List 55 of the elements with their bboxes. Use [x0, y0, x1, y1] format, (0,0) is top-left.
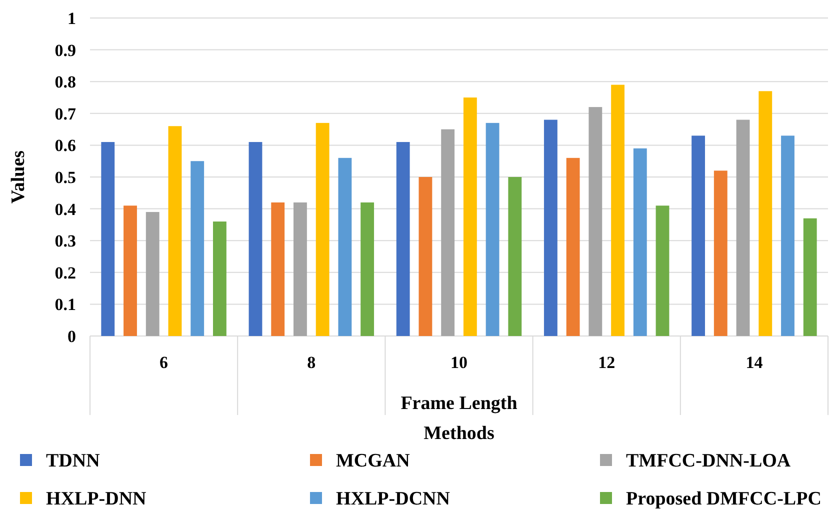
bar [486, 122, 500, 336]
y-tick-label: 0.7 [54, 104, 76, 124]
bar [418, 177, 432, 336]
legend-label: HXLP-DCNN [336, 488, 450, 510]
legend-label: MCGAN [336, 450, 410, 472]
bar [248, 142, 262, 336]
bar [338, 158, 352, 336]
bar [566, 158, 580, 336]
x-tick-label: 14 [746, 353, 764, 372]
bar [360, 202, 374, 336]
y-tick-label: 0.2 [54, 263, 76, 282]
y-tick-label: 0.5 [54, 168, 76, 187]
bar [714, 170, 728, 336]
x-tick-label: 10 [450, 353, 468, 372]
legend-label: TDNN [46, 450, 100, 472]
bar [803, 218, 817, 336]
legend-label: HXLP-DNN [46, 488, 147, 510]
legend-label: TMFCC-DNN-LOA [626, 450, 791, 472]
bar [656, 206, 670, 336]
bar [271, 202, 285, 336]
y-tick-label: 0.4 [54, 200, 76, 219]
bar [190, 161, 204, 336]
bar [611, 84, 624, 336]
bar [736, 120, 750, 336]
x-tick-label: 12 [598, 353, 616, 372]
bar [544, 120, 558, 336]
x-tick-label: 6 [160, 353, 168, 372]
y-tick-label: 0.8 [54, 72, 76, 92]
bar [146, 212, 160, 336]
bar [168, 126, 182, 336]
bar [213, 222, 226, 336]
y-tick-label: 0.3 [54, 232, 76, 251]
y-tick-label: 0.9 [54, 40, 76, 60]
bar [316, 122, 330, 336]
y-tick-label: 0.6 [54, 136, 76, 156]
bar [396, 142, 410, 336]
x-axis-title: Frame Length [400, 393, 518, 414]
bar [124, 206, 137, 336]
x-tick-label: 8 [307, 353, 316, 372]
bar [463, 98, 477, 336]
bar [294, 202, 307, 336]
bar [508, 177, 522, 336]
bar [588, 107, 602, 336]
bar [441, 129, 455, 336]
legend-title: Methods [424, 423, 494, 444]
y-tick-label: 0 [68, 326, 76, 346]
bar [633, 148, 647, 336]
y-tick-label: 1 [68, 8, 76, 28]
bar [781, 136, 794, 336]
bar [101, 142, 115, 336]
y-tick-label: 0.1 [54, 295, 76, 314]
y-axis-title: Values [8, 150, 29, 204]
legend-label: Proposed DMFCC-LPC [626, 488, 822, 510]
bar [758, 91, 772, 336]
bar [692, 136, 705, 336]
